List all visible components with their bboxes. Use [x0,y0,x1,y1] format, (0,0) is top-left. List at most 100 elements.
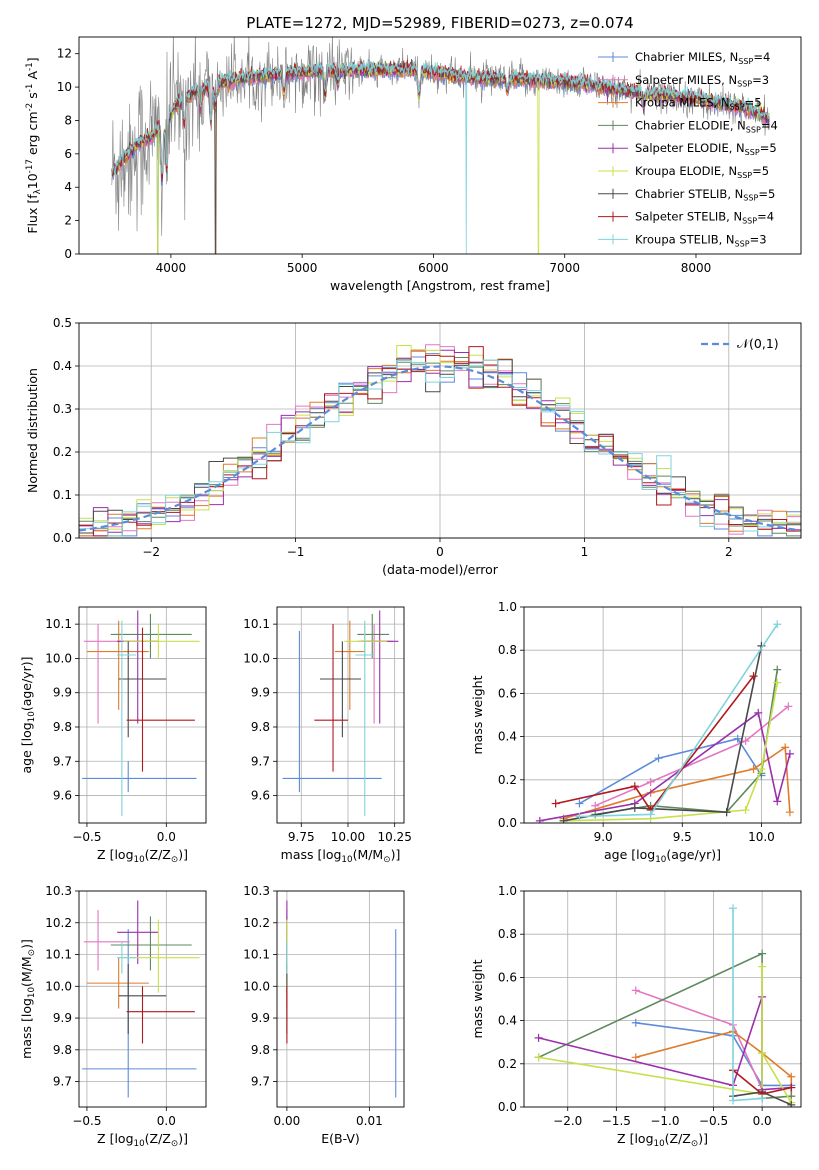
y-tick-label: 1.0 [498,600,517,614]
histogram-step [79,344,801,537]
data-point [86,957,149,1009]
x-tick-label: 9.0 [594,830,613,844]
plot-area [282,610,399,817]
legend-entry: Kroupa MILES, NSSP​=5 [635,96,762,112]
weight-marker [773,678,782,687]
data-point [357,613,390,659]
data-point [319,641,362,738]
y-tick-label: 9.8 [53,1043,72,1057]
data-point [117,941,137,974]
x-tick-label: −1 [287,545,305,559]
legend-entry: Chabrier ELODIE, NSSP​=4 [635,118,778,134]
y-axis-label: Flux [fλ​10-17​ erg cm-2​ s-1​ A-1​] [25,57,43,233]
weight-marker [758,962,767,971]
x-axis-label: wavelength [Angstrom, rest frame] [330,278,550,293]
axes-frame [276,890,405,1108]
y-tick-label: 6 [64,147,72,161]
y-tick-label: 10.2 [45,916,72,930]
x-axis-label: E(B-V) [321,1131,360,1146]
histogram-step [79,359,801,537]
weight-marker [757,765,766,773]
plot-area [82,610,200,817]
y-axis-label: mass weight [470,675,485,754]
y-axis-label: Normed distribution [25,368,40,493]
legend-entry: Chabrier STELIB, NSSP​=5 [635,187,775,203]
legend-entry: Salpeter STELIB, NSSP​=4 [635,210,774,226]
weight-marker [575,799,584,808]
y-tick-label: 10.1 [243,948,270,962]
y-tick-label: 9.8 [251,1043,270,1057]
axes-frame [276,606,405,824]
legend-entry: Kroupa ELODIE, NSSP​=5 [635,164,769,180]
y-tick-label: 0.0 [498,1100,517,1114]
plot-panels: 4000 5000 6000 7000 8000024681012wavelength … [19,36,802,1149]
y-tick-label: 10.0 [45,979,72,993]
panel-massweight-vs-Z: −2.0 −1.5 −1.0 −0.5 0.0 0.0 0.2 0.4 0.6 0.8 1.0 Z [… [470,884,802,1149]
legend-entry: Chabrier MILES, NSSP​=4 [635,50,770,66]
y-tick-label: 0.5 [53,316,72,330]
x-tick-label: 7000 [549,261,580,275]
weight-marker [534,1053,543,1062]
weight-marker [781,743,790,752]
weight-marker [787,1083,796,1092]
plot-area [286,900,397,1098]
y-axis-label: mass [log10​(M/M⊙​)] [19,939,37,1059]
weight-series [559,678,782,823]
data-point [86,620,149,710]
data-point [126,986,195,1044]
weight-series [575,620,782,821]
weight-marker [784,702,793,711]
panel-massweight-vs-age: 9.0 9.5 10.0 0.0 0.2 0.4 0.6 0.8 1.0 age [log10​(… [470,600,802,865]
weight-marker [785,808,794,817]
data-point [123,919,200,993]
weight-marker [733,734,742,743]
y-tick-label: 2 [64,214,72,228]
x-tick-label: 8000 [681,261,712,275]
y-tick-label: 0.0 [53,531,72,545]
weight-line [594,705,789,807]
panel-mass-vs-EBV: 0.00 0.01 9.7 9.8 9.9 10.0 10.1 10.2 10.3 E(B-V) [243,884,405,1146]
x-tick-label: 10.0 [748,830,775,844]
weight-marker [591,801,600,810]
x-tick-label: −1.5 [602,1114,631,1128]
y-tick-label: 9.7 [53,754,72,768]
data-point [110,613,192,659]
weight-marker [749,672,758,681]
y-tick-label: 0.8 [498,643,517,657]
y-tick-label: 0.4 [498,1014,517,1028]
weight-marker [758,1094,767,1103]
weight-marker [785,749,794,758]
panel-mass-vs-Z: −0.5 0.0 9.7 9.8 9.9 10.0 10.1 10.2 10.3 Z [log10… [19,884,207,1149]
y-axis-label: age [log10​(age/yr)] [19,656,37,773]
y-tick-label: 0.1 [53,488,72,502]
data-point [123,624,200,659]
weight-marker [728,1096,737,1105]
legend-entry: 𝒩(0,1) [737,336,779,351]
weight-marker [575,812,584,821]
y-tick-label: 9.9 [251,686,270,700]
data-point [117,620,137,817]
y-tick-label: 8 [64,113,72,127]
data-point [361,610,399,724]
data-point [82,761,197,793]
weight-marker [646,810,655,819]
y-tick-label: 0.6 [498,970,517,984]
weight-marker [741,736,750,745]
x-tick-label: 5000 [287,261,318,275]
legend: Chabrier MILES, NSSP​=4 Salpeter MILES, N… [598,50,778,248]
weight-line [563,645,763,822]
plot-area [535,620,794,823]
x-axis-label: mass [log10​(M/M⊙​)] [281,847,401,865]
weight-marker [654,754,663,763]
model-spectrum [111,59,770,254]
weight-marker [551,799,560,808]
weight-marker [773,620,782,629]
data-point [357,624,393,724]
y-tick-label: 0.3 [53,402,72,416]
x-tick-label: 10.00 [331,830,365,844]
x-axis-label: (data-model)/error [382,562,499,577]
y-tick-label: 1.0 [498,884,517,898]
panel-residual-histogram: −2 −1 0 1 2 0.0 0.1 0.2 0.3 0.4 0.5 (data-model)/er… [25,316,802,577]
x-axis-label: age [log10​(age/yr)] [604,847,721,865]
